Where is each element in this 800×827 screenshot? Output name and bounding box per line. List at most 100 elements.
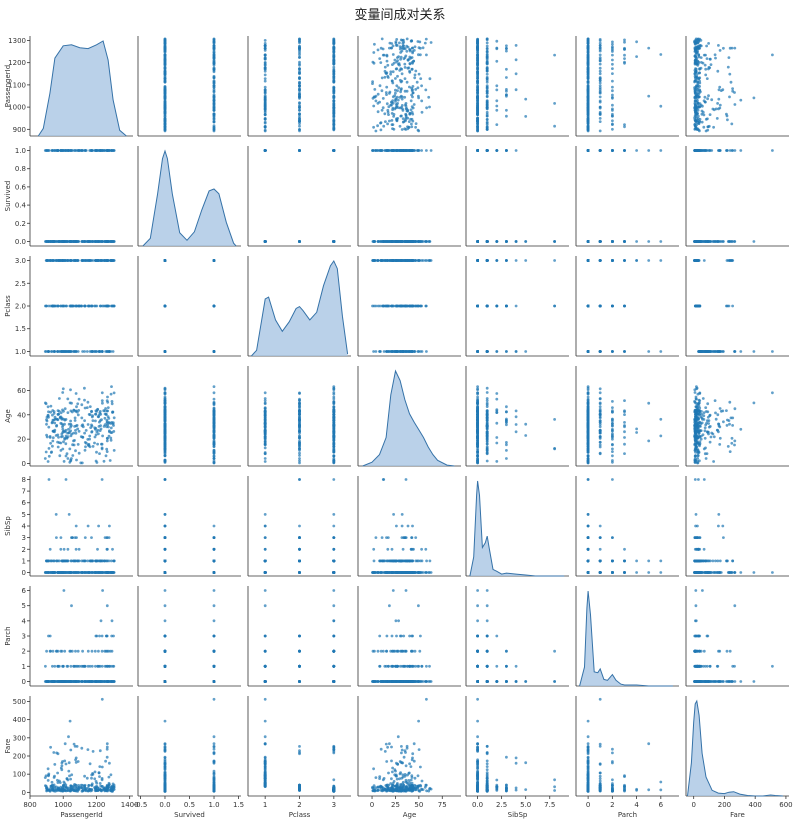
scatter-point — [380, 108, 384, 112]
scatter-point — [699, 39, 703, 42]
scatter-point — [73, 259, 77, 262]
scatter-point — [419, 77, 423, 80]
cell-Survived-vs-SibSp — [465, 146, 569, 247]
scatter-point — [100, 259, 104, 262]
scatter-point — [163, 58, 167, 62]
scatter-point — [100, 240, 104, 243]
scatter-point — [505, 108, 508, 112]
scatter-point — [212, 41, 216, 44]
scatter-point — [77, 304, 81, 308]
scatter-point — [385, 102, 389, 106]
scatter-point — [495, 123, 499, 126]
scatter-point — [263, 79, 267, 83]
scatter-point — [727, 56, 731, 59]
scatter-point — [416, 350, 420, 353]
scatter-point — [586, 119, 590, 123]
scatter-point — [416, 86, 420, 90]
scatter-point — [611, 50, 614, 53]
scatter-point — [45, 304, 48, 308]
scatter-point — [86, 304, 90, 308]
scatter-point — [410, 350, 414, 353]
scatter-point — [647, 259, 651, 262]
scatter-point — [586, 102, 590, 105]
scatter-point — [298, 81, 301, 85]
scatter-point — [396, 350, 399, 353]
scatter-point — [103, 304, 107, 308]
scatter-point — [413, 76, 417, 80]
scatter-point — [263, 110, 267, 114]
scatter-point — [392, 61, 396, 65]
cell-Pclass-vs-SibSp — [465, 256, 569, 357]
scatter-point — [476, 63, 479, 66]
scatter-point — [635, 149, 638, 152]
scatter-point — [771, 149, 774, 152]
scatter-point — [586, 149, 590, 152]
scatter-point — [378, 304, 382, 308]
scatter-point — [263, 149, 267, 152]
scatter-point — [717, 88, 721, 92]
scatter-point — [611, 72, 614, 75]
scatter-point — [485, 99, 489, 103]
scatter-point — [386, 108, 390, 112]
scatter-point — [332, 37, 336, 41]
scatter-point — [395, 44, 399, 47]
scatter-point — [298, 128, 301, 131]
scatter-point — [394, 88, 397, 92]
cell-Survived-vs-PassengerId — [29, 146, 133, 247]
scatter-point — [406, 116, 410, 120]
scatter-point — [163, 80, 167, 84]
scatter-point — [495, 47, 499, 51]
scatter-point — [401, 117, 405, 120]
scatter-point — [693, 95, 697, 99]
scatter-point — [103, 240, 107, 243]
scatter-point — [83, 304, 87, 308]
scatter-point — [378, 57, 382, 60]
cell-Pclass-vs-Parch — [575, 256, 679, 357]
scatter-point — [476, 259, 479, 262]
scatter-point — [495, 84, 499, 88]
scatter-point — [405, 44, 409, 48]
scatter-point — [476, 128, 479, 132]
scatter-point — [298, 49, 301, 53]
scatter-point — [611, 107, 614, 111]
scatter-point — [381, 106, 385, 110]
scatter-point — [106, 259, 110, 262]
scatter-point — [403, 89, 407, 93]
scatter-point — [403, 95, 407, 99]
scatter-point — [384, 350, 388, 353]
scatter-point — [524, 350, 528, 353]
scatter-point — [400, 72, 404, 76]
scatter-point — [52, 149, 56, 152]
scatter-point — [514, 259, 518, 262]
scatter-point — [400, 259, 404, 262]
scatter-point — [387, 113, 390, 116]
scatter-point — [701, 104, 704, 108]
scatter-point — [382, 124, 386, 128]
scatter-point — [698, 81, 702, 85]
scatter-point — [598, 95, 602, 99]
scatter-point — [332, 122, 336, 126]
scatter-point — [401, 47, 405, 51]
scatter-point — [417, 96, 420, 100]
scatter-point — [485, 44, 489, 48]
scatter-point — [410, 61, 414, 64]
scatter-point — [379, 121, 383, 124]
scatter-point — [298, 89, 301, 93]
scatter-point — [389, 72, 392, 76]
scatter-point — [212, 108, 216, 112]
scatter-point — [586, 61, 590, 64]
scatter-point — [396, 98, 400, 102]
scatter-point — [376, 240, 380, 243]
scatter-point — [476, 53, 479, 57]
scatter-point — [476, 95, 479, 99]
scatter-point — [623, 48, 626, 51]
scatter-point — [424, 37, 428, 41]
scatter-point — [163, 122, 167, 126]
scatter-point — [611, 42, 614, 46]
scatter-point — [485, 95, 489, 99]
scatter-point — [163, 119, 167, 123]
scatter-point — [408, 49, 412, 53]
scatter-point — [397, 86, 401, 90]
scatter-point — [396, 56, 399, 59]
scatter-point — [726, 118, 729, 122]
